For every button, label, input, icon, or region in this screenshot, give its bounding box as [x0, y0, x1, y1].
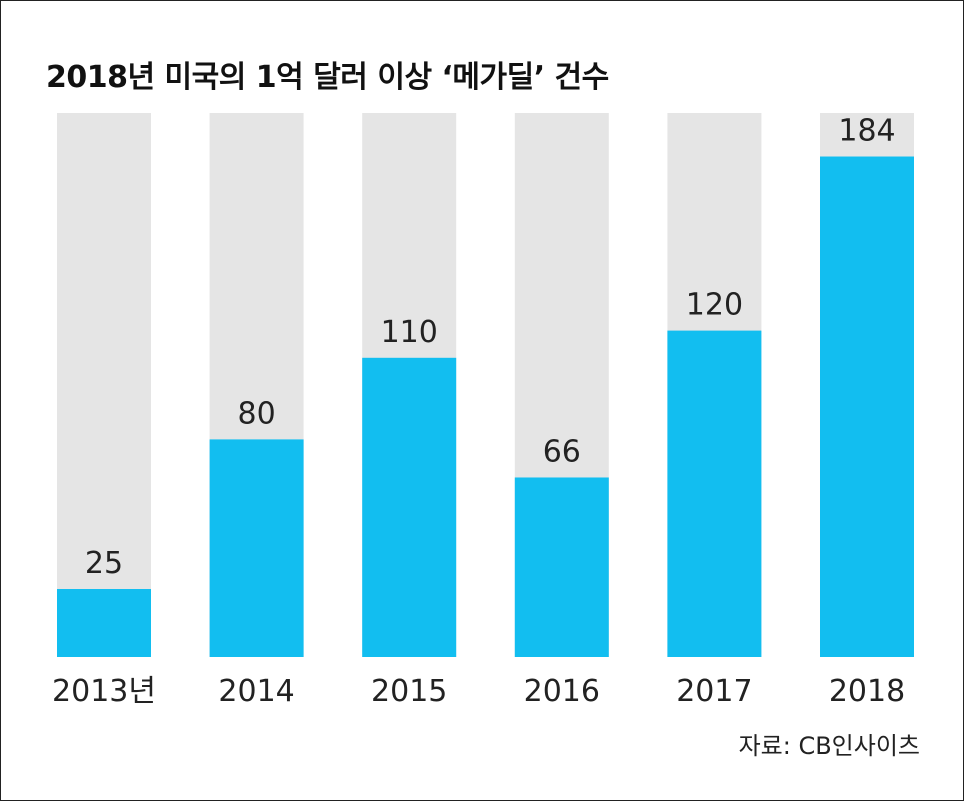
x-tick-label-3: 2016 — [524, 674, 600, 709]
x-tick-label-2: 2015 — [371, 674, 447, 709]
data-label-0: 25 — [85, 546, 123, 581]
x-tick-label-0: 2013년 — [52, 674, 156, 709]
bar-3 — [514, 477, 609, 657]
data-label-1: 80 — [238, 396, 276, 431]
x-tick-label-5: 2018 — [829, 674, 905, 709]
source-note: 자료: CB인사이츠 — [738, 732, 920, 760]
bar-track-0 — [57, 113, 151, 657]
data-label-3: 66 — [543, 434, 581, 469]
chart-title: 2018년 미국의 1억 달러 이상 ‘메가딜’ 건수 — [46, 60, 609, 95]
bar-4 — [667, 330, 762, 657]
bar-0 — [57, 589, 151, 657]
bar-5 — [820, 156, 914, 657]
bar-1 — [209, 439, 304, 657]
x-tick-label-4: 2017 — [676, 674, 752, 709]
data-label-5: 184 — [838, 114, 895, 149]
bar-2 — [362, 357, 457, 657]
x-tick-label-1: 2014 — [218, 674, 294, 709]
data-label-2: 110 — [381, 315, 438, 350]
data-label-4: 120 — [686, 288, 743, 323]
